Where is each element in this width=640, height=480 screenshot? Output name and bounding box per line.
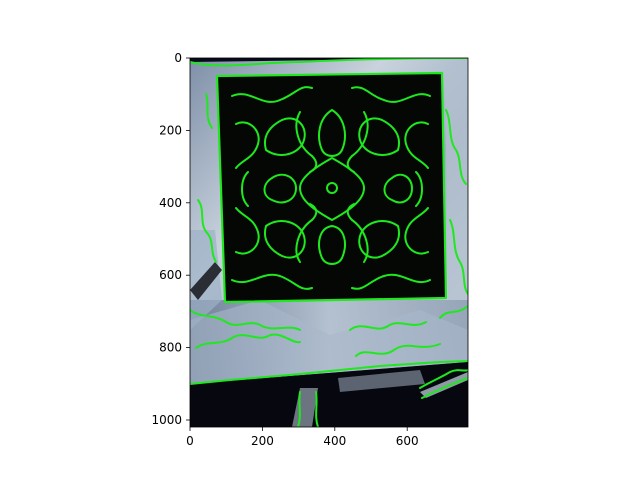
x-tick-label: 0 (186, 434, 194, 448)
x-tick-label: 200 (251, 434, 274, 448)
y-tick-label: 0 (174, 51, 182, 65)
y-tick-label: 400 (159, 196, 182, 210)
y-tick-label: 1000 (151, 413, 182, 427)
y-axis: 0 200 400 600 800 1000 (151, 51, 190, 427)
x-tick-label: 600 (396, 434, 419, 448)
y-tick-label: 200 (159, 123, 182, 137)
x-axis: 0 200 400 600 (186, 427, 419, 448)
y-tick-label: 800 (159, 341, 182, 355)
y-tick-label: 600 (159, 268, 182, 282)
pattern-panel (217, 73, 446, 302)
image-display (190, 58, 468, 427)
axes-frame (189, 57, 469, 428)
contour-overlay (190, 58, 468, 427)
x-tick-label: 400 (323, 434, 346, 448)
